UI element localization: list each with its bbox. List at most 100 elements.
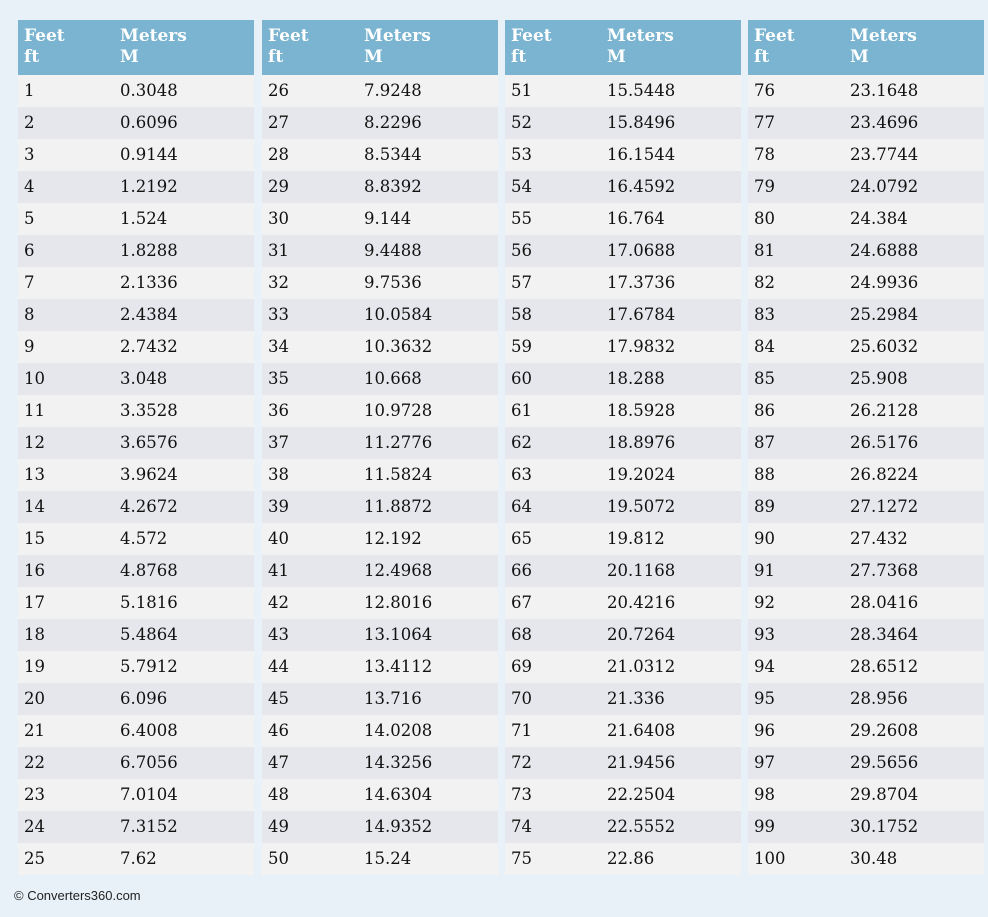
table-row: 36 10.9728 <box>262 395 498 427</box>
conversion-table: Feet ft Meters M 1 0.3048 2 0.6096 3 0.9144 4 1.219… <box>18 20 254 875</box>
cell: 100 <box>754 849 786 868</box>
table-row: 21 6.4008 <box>18 715 254 747</box>
cell: 33 <box>268 305 289 324</box>
table-row: 5 1.524 <box>18 203 254 235</box>
cell: 87 <box>754 433 775 452</box>
cell: 88 <box>754 465 775 484</box>
cell: 17.6784 <box>607 305 676 324</box>
header-line: M <box>607 47 626 67</box>
cell: 5.1816 <box>120 593 178 612</box>
cell: 28.3464 <box>850 625 919 644</box>
cell: 7.62 <box>120 849 157 868</box>
cell: 24.0792 <box>850 177 919 196</box>
cell: 22.2504 <box>607 785 676 804</box>
cell: 17.3736 <box>607 273 676 292</box>
cell: 19 <box>24 657 45 676</box>
table-row: 41 12.4968 <box>262 555 498 587</box>
table-row: 86 26.2128 <box>748 395 984 427</box>
table-row: 53 16.1544 <box>505 139 741 171</box>
cell: 96 <box>754 721 775 740</box>
cell: 41 <box>268 561 289 580</box>
cell: 12.8016 <box>364 593 433 612</box>
table-row: 16 4.8768 <box>18 555 254 587</box>
table-row: 90 27.432 <box>748 523 984 555</box>
cell: 40 <box>268 529 289 548</box>
cell: 94 <box>754 657 775 676</box>
table-row: 7 2.1336 <box>18 267 254 299</box>
table-row: 94 28.6512 <box>748 651 984 683</box>
table-row: 44 13.4112 <box>262 651 498 683</box>
cell: 5.7912 <box>120 657 178 676</box>
table-row: 18 5.4864 <box>18 619 254 651</box>
cell: 20 <box>24 689 45 708</box>
table-row: 55 16.764 <box>505 203 741 235</box>
cell: 71 <box>511 721 532 740</box>
cell: 26.2128 <box>850 401 919 420</box>
table-row: 29 8.8392 <box>262 171 498 203</box>
table-row: 48 14.6304 <box>262 779 498 811</box>
cell: 10 <box>24 369 45 388</box>
header-line: M <box>120 47 139 67</box>
table-row: 79 24.0792 <box>748 171 984 203</box>
cell: 16.764 <box>607 209 665 228</box>
cell: 93 <box>754 625 775 644</box>
table-row: 4 1.2192 <box>18 171 254 203</box>
table-row: 28 8.5344 <box>262 139 498 171</box>
cell: 99 <box>754 817 775 836</box>
header-line: ft <box>754 47 770 67</box>
cell: 4.2672 <box>120 497 178 516</box>
cell: 23.4696 <box>850 113 919 132</box>
table-row: 12 3.6576 <box>18 427 254 459</box>
table-row: 15 4.572 <box>18 523 254 555</box>
cell: 3.9624 <box>120 465 178 484</box>
cell: 24 <box>24 817 45 836</box>
cell: 11.2776 <box>364 433 433 452</box>
cell: 90 <box>754 529 775 548</box>
conversion-table: Feet ft Meters M 51 15.5448 52 15.8496 53 16.1544… <box>505 20 741 875</box>
cell: 2.1336 <box>120 273 178 292</box>
table-row: 56 17.0688 <box>505 235 741 267</box>
cell: 1 <box>24 81 35 100</box>
header-cell: Feet ft <box>754 26 795 68</box>
cell: 7 <box>24 273 35 292</box>
cell: 38 <box>268 465 289 484</box>
table-row: 87 26.5176 <box>748 427 984 459</box>
cell: 92 <box>754 593 775 612</box>
table-row: 57 17.3736 <box>505 267 741 299</box>
header-cell: Feet ft <box>268 26 309 68</box>
cell: 22.86 <box>607 849 655 868</box>
cell: 27.432 <box>850 529 908 548</box>
cell: 3.3528 <box>120 401 178 420</box>
cell: 11.8872 <box>364 497 433 516</box>
table-row: 84 25.6032 <box>748 331 984 363</box>
cell: 15.5448 <box>607 81 676 100</box>
table-row: 50 15.24 <box>262 843 498 875</box>
table-row: 33 10.0584 <box>262 299 498 331</box>
cell: 7.3152 <box>120 817 178 836</box>
cell: 6.4008 <box>120 721 178 740</box>
cell: 30.1752 <box>850 817 919 836</box>
table-row: 27 8.2296 <box>262 107 498 139</box>
table-row: 95 28.956 <box>748 683 984 715</box>
table-row: 73 22.2504 <box>505 779 741 811</box>
header-line: Meters <box>850 26 917 46</box>
cell: 15.8496 <box>607 113 676 132</box>
cell: 50 <box>268 849 289 868</box>
cell: 13.1064 <box>364 625 433 644</box>
cell: 86 <box>754 401 775 420</box>
table-row: 31 9.4488 <box>262 235 498 267</box>
cell: 13.4112 <box>364 657 433 676</box>
cell: 25.908 <box>850 369 908 388</box>
table-row: 69 21.0312 <box>505 651 741 683</box>
cell: 2 <box>24 113 35 132</box>
table-row: 17 5.1816 <box>18 587 254 619</box>
cell: 9.144 <box>364 209 412 228</box>
cell: 3.6576 <box>120 433 178 452</box>
cell: 73 <box>511 785 532 804</box>
table-row: 43 13.1064 <box>262 619 498 651</box>
cell: 25.2984 <box>850 305 919 324</box>
table-row: 6 1.8288 <box>18 235 254 267</box>
header-line: Meters <box>120 26 187 46</box>
table-row: 3 0.9144 <box>18 139 254 171</box>
